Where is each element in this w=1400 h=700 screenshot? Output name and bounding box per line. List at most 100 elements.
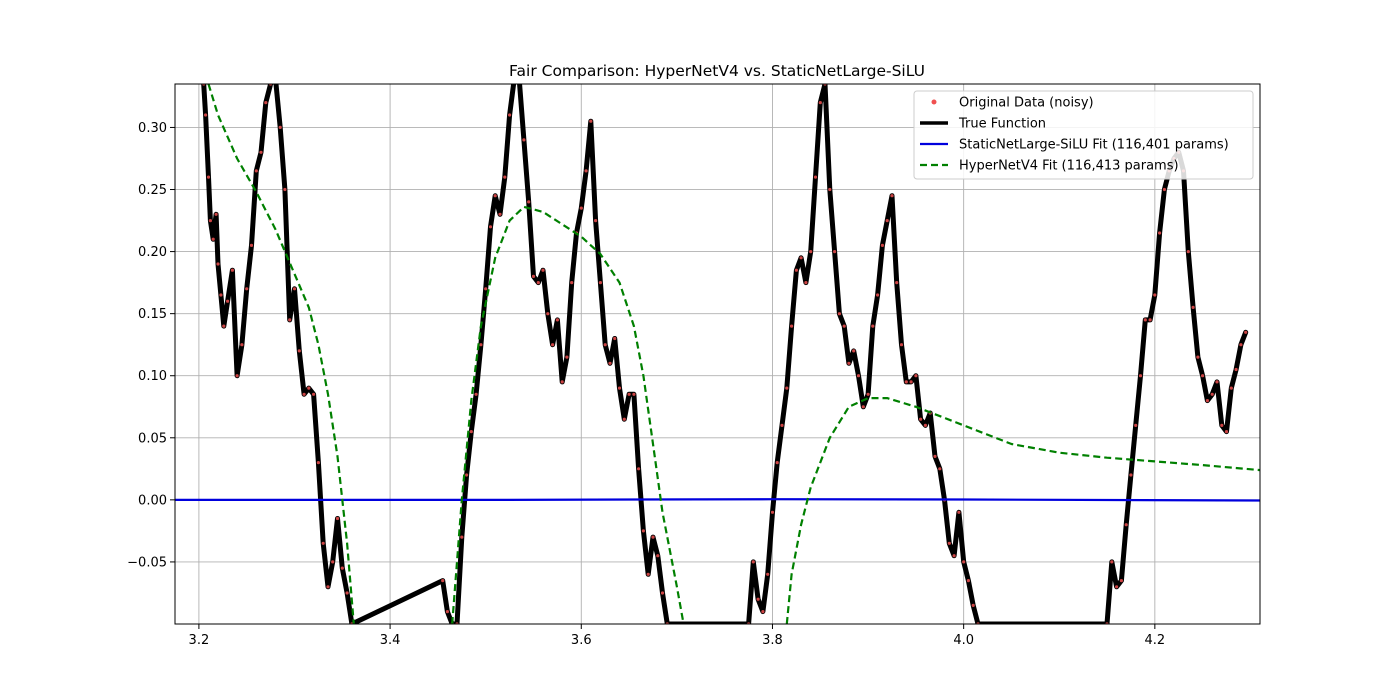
data-point [474,392,478,396]
series-line-staticnetlarge-silu-fit-116-401-params [175,498,1260,502]
data-point [837,312,842,316]
data-point [312,392,316,396]
data-point [962,560,966,564]
data-point [326,585,330,589]
data-point [531,274,536,278]
data-point [1119,579,1123,583]
data-point [1134,423,1138,427]
data-point [904,380,908,384]
data-point [880,243,885,247]
data-point [1215,380,1219,384]
data-point [226,299,230,303]
x-tick-label: 3.2 [189,633,210,648]
data-point [288,318,292,322]
legend-label-hypernetv4-fit-116-413-params: HyperNetV4 Fit (116,413 params) [959,159,1179,174]
data-point [460,535,464,539]
data-point [622,417,626,421]
data-point [1138,374,1143,378]
y-tick-label: 0.25 [138,183,167,198]
data-point [1205,399,1209,403]
data-point [608,361,612,365]
data-point [938,467,942,471]
data-point [761,610,765,614]
x-tick-label: 3.8 [762,633,783,648]
data-point [546,312,550,316]
data-point [555,318,560,322]
data-point [775,461,779,465]
data-point [1220,423,1224,427]
data-point [204,113,208,117]
data-point [208,219,212,223]
data-point [230,268,234,272]
data-point [235,374,239,378]
x-tick-label: 4.2 [1145,633,1166,648]
legend-label-original-data-noisy: Original Data (noisy) [959,96,1094,111]
data-point [613,336,617,341]
data-point [560,380,564,384]
data-point [214,212,218,216]
data-point [479,343,483,347]
data-point [833,250,837,254]
data-point [794,268,799,272]
chart-title: Fair Comparison: HyperNetV4 vs. StaticNe… [509,62,925,80]
data-point [321,541,325,545]
data-point [1196,355,1200,359]
data-point [1110,560,1114,564]
data-point [895,281,899,285]
data-point [292,287,297,291]
data-point [307,386,311,390]
data-point [335,516,340,521]
data-point [469,430,473,434]
data-point [278,125,282,129]
data-point [522,138,526,142]
data-point [441,579,445,583]
data-point [570,281,574,285]
data-point [1129,473,1133,477]
data-point [222,324,226,328]
data-point [1234,367,1238,372]
data-point [527,200,531,204]
data-point [445,610,449,614]
legend-box [913,90,1254,180]
data-point [1124,523,1128,527]
data-point [890,194,894,198]
data-point [1143,318,1147,322]
data-point [646,572,650,576]
data-point [1210,392,1214,396]
data-point [1158,231,1162,235]
data-point [551,343,555,347]
data-point [1115,585,1119,589]
data-point [656,554,660,558]
axes-frame [174,83,1261,625]
data-point [842,324,846,328]
legend: Original Data (noisy) True Function Static… [913,90,1254,180]
data-point [660,591,665,595]
data-point [809,250,813,254]
data-point [799,256,803,260]
data-point [345,591,349,595]
data-point [790,324,794,328]
data-point [766,572,770,576]
data-point [866,392,870,396]
data-point [536,281,540,285]
data-point [966,579,971,583]
y-tick-label: 0.05 [138,431,167,446]
data-point [594,219,598,223]
data-point [1229,386,1233,390]
data-point [211,237,215,241]
data-point [923,423,928,427]
data-point [565,355,569,359]
data-point [245,287,249,291]
data-point [818,101,822,105]
data-point [598,281,603,285]
data-point [206,175,211,179]
data-point [1191,305,1195,309]
data-point [1239,343,1243,347]
data-point [852,349,856,353]
data-point [627,392,631,396]
x-axis: 3.2 3.4 3.6 3.8 4.0 4.2 [189,624,1166,648]
data-point [780,423,784,427]
data-point [264,101,268,105]
data-point [914,374,918,378]
